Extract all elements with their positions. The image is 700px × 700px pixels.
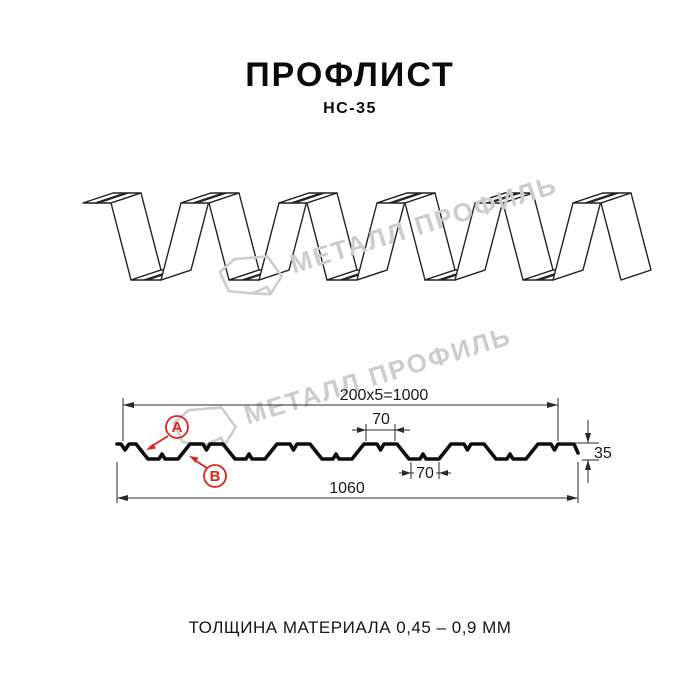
dim-label-profile-height: 35 — [594, 445, 612, 462]
dim-label-total-width: 1060 — [329, 480, 365, 497]
sheet-downslope-face — [600, 192, 652, 281]
sheet-crest-rib-line — [196, 192, 227, 204]
sheet-crest-rib-line — [584, 192, 616, 204]
marker-a: A — [146, 415, 189, 450]
dim-total-width: 1060 — [116, 462, 579, 503]
thickness-note: ТОЛЩИНА МАТЕРИАЛА 0,45 – 0,9 ММ — [188, 618, 512, 637]
sheet-crest-rib-line — [490, 192, 521, 204]
sheet-crest-rib-line — [392, 192, 423, 204]
dim-profile-height: 35 — [560, 420, 612, 483]
sheet-crest-rib-line — [588, 192, 619, 204]
dim-module-width: 200x5=1000 — [122, 387, 559, 441]
profile-outline — [115, 442, 580, 461]
dim-label-top-flange: 70 — [372, 411, 390, 428]
sheet-crest-rib-line — [388, 192, 420, 204]
marker-a-label: A — [172, 419, 183, 436]
sheet-crest-rib-line — [98, 192, 129, 204]
dim-top-flange: 70 — [352, 411, 410, 441]
dim-label-bottom-flange: 70 — [416, 465, 434, 482]
sheet-crest-rib-line — [192, 192, 224, 204]
profile-model-label: НС-35 — [323, 100, 377, 117]
sheet-crest-rib-line — [486, 192, 518, 204]
sheet-crest-rib-line — [94, 192, 126, 204]
dim-bottom-flange: 70 — [399, 462, 451, 482]
marker-b-label: B — [210, 468, 221, 485]
dim-label-module-width: 200x5=1000 — [340, 387, 429, 404]
page-title: ПРОФЛИСТ — [245, 56, 455, 94]
marker-b: B — [189, 456, 227, 488]
sheet-crest-rib-line — [290, 192, 322, 204]
sheet-crest-rib-line — [294, 192, 325, 204]
